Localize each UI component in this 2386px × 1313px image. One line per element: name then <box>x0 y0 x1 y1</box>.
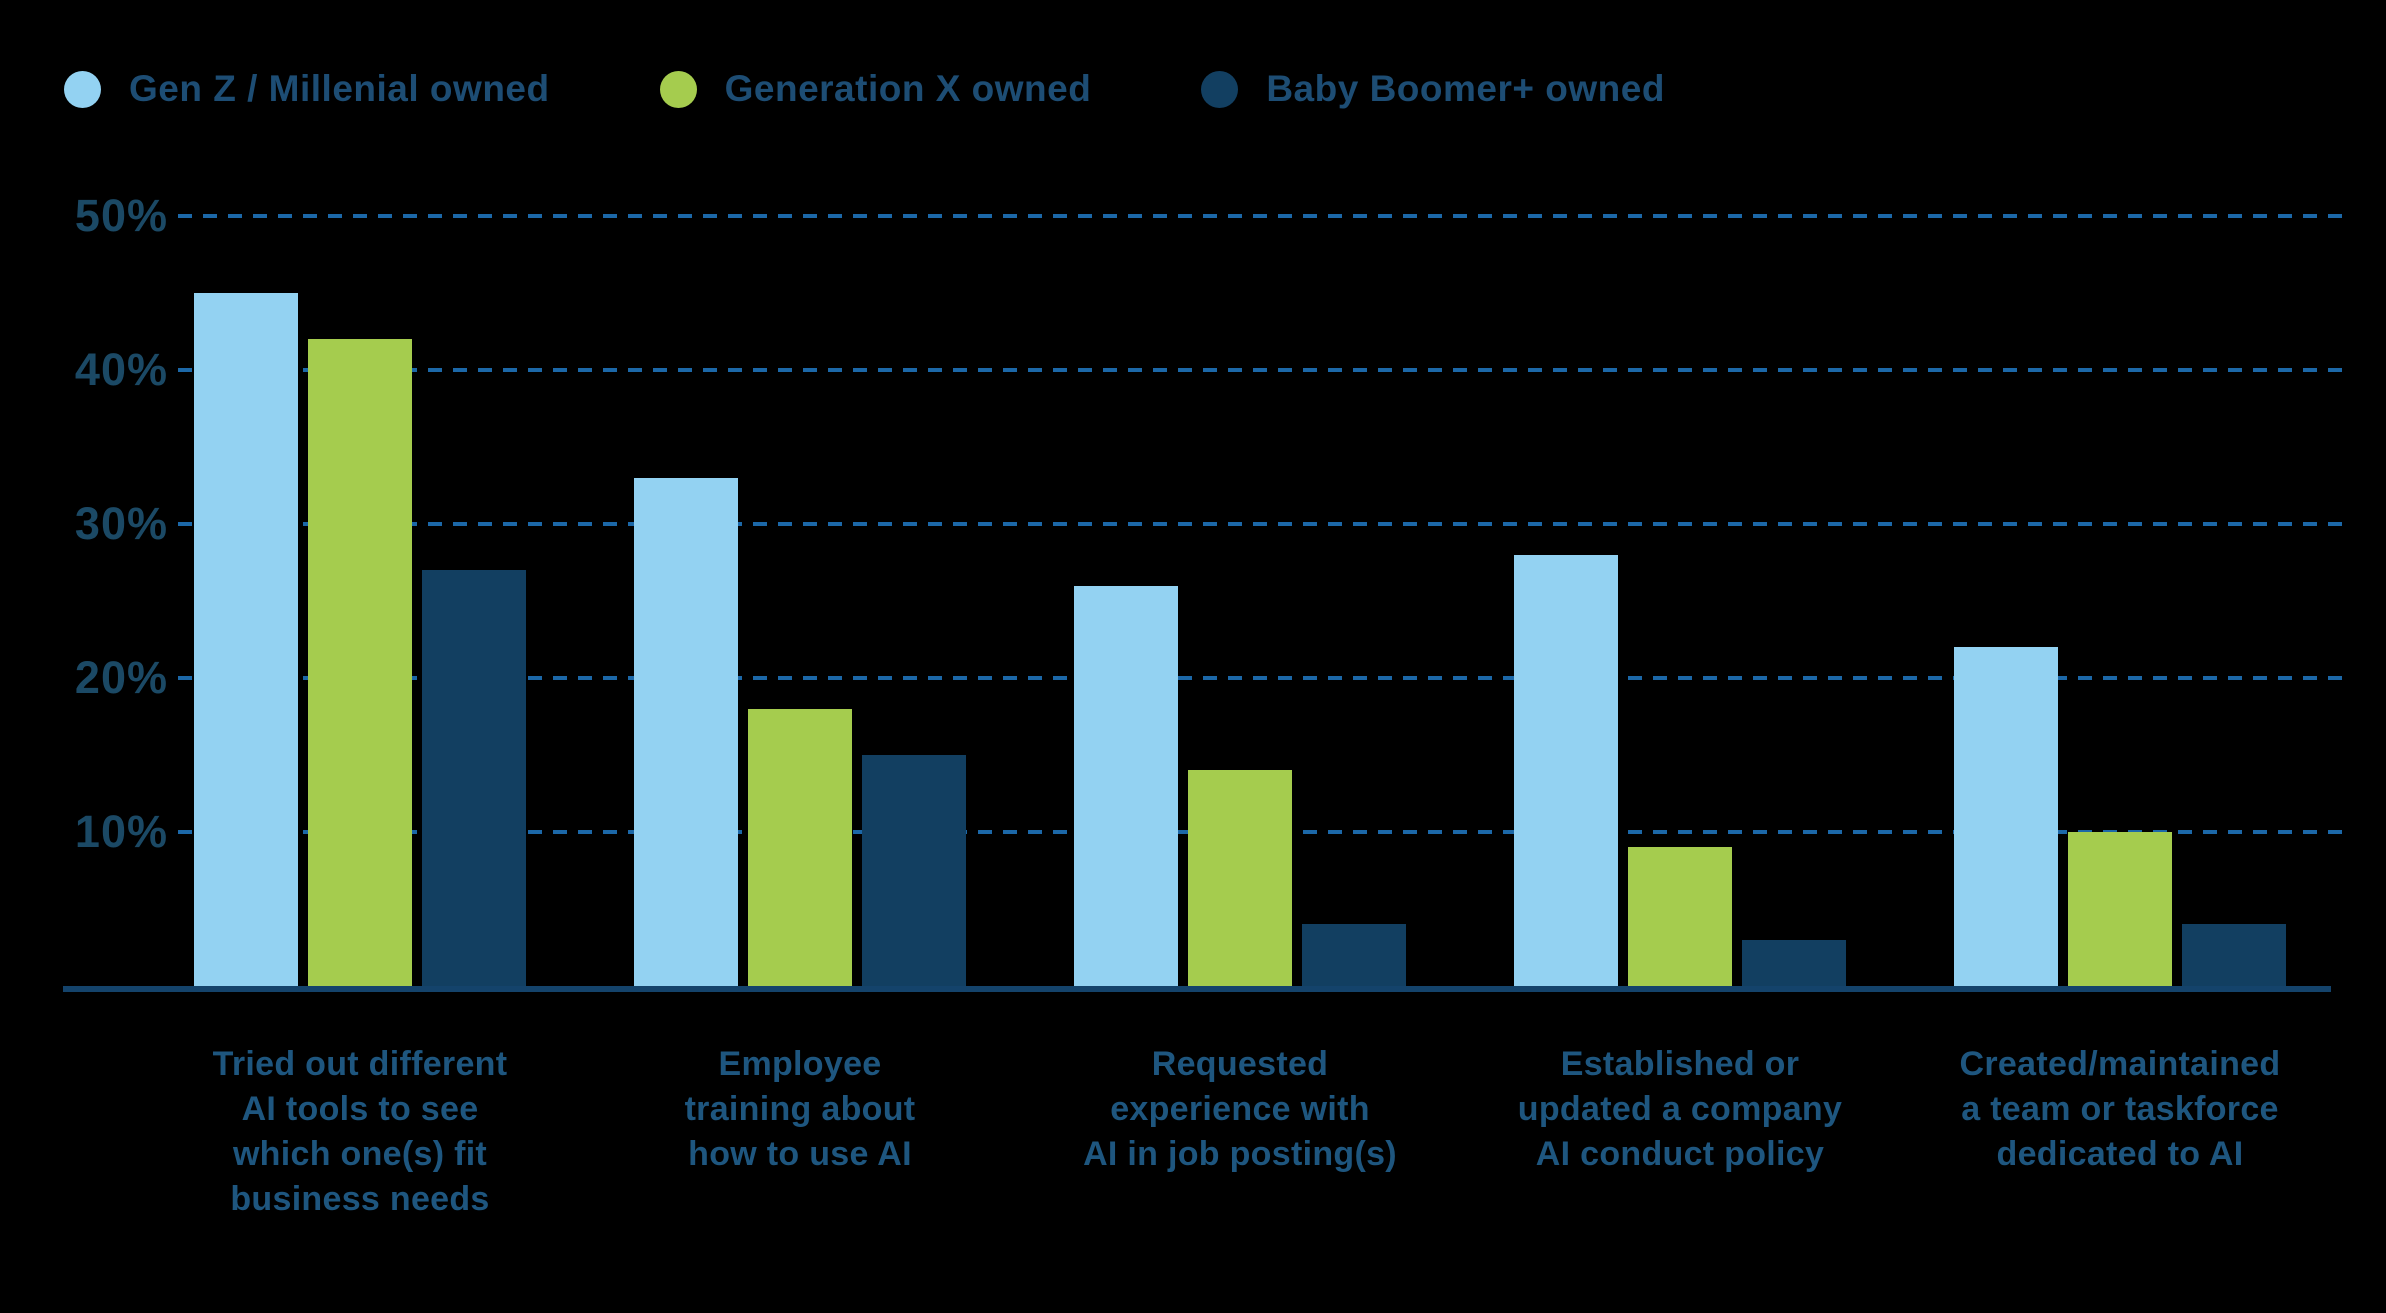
gridline <box>178 676 2344 680</box>
category-labels-row: Tried out different AI tools to see whic… <box>140 1042 2340 1222</box>
legend-item: Baby Boomer+ owned <box>1201 68 1665 110</box>
bar <box>2068 832 2172 986</box>
y-tick-label: 20% <box>74 652 168 703</box>
bar-group <box>1460 216 1900 986</box>
legend-label: Generation X owned <box>724 68 1092 109</box>
legend-dot-icon <box>1201 70 1239 108</box>
category-label: Requested experience with AI in job post… <box>1083 1045 1397 1173</box>
legend: Gen Z / Millenial owned Generation X owne… <box>64 68 1665 110</box>
category-label: Tried out different AI tools to see whic… <box>212 1045 508 1218</box>
category-label: Created/maintained a team or taskforce d… <box>1959 1045 2281 1173</box>
gridline <box>178 214 2344 218</box>
bar <box>308 339 412 986</box>
legend-item: Generation X owned <box>659 68 1092 110</box>
bar <box>634 477 738 986</box>
legend-label: Baby Boomer+ owned <box>1266 68 1665 109</box>
category-label: Employee training about how to use AI <box>684 1045 916 1173</box>
bar <box>1514 554 1618 986</box>
bar <box>862 755 966 986</box>
bar-group <box>580 216 1020 986</box>
category-label: Established or updated a company AI cond… <box>1517 1045 1843 1173</box>
y-tick-label: 50% <box>74 190 168 241</box>
x-axis-line <box>63 986 2331 992</box>
bar <box>1954 647 2058 986</box>
y-tick-label: 10% <box>74 806 168 857</box>
legend-dot-icon <box>659 70 697 108</box>
gridline <box>178 368 2344 372</box>
bar <box>1628 847 1732 986</box>
bar <box>2182 924 2286 986</box>
bar <box>1074 585 1178 986</box>
bar <box>1742 939 1846 986</box>
bar-group <box>140 216 580 986</box>
bar <box>422 570 526 986</box>
gridline <box>178 522 2344 526</box>
bar <box>194 293 298 986</box>
bar <box>748 708 852 986</box>
y-tick-label: 40% <box>74 344 168 395</box>
bar <box>1302 924 1406 986</box>
bar-group <box>1900 216 2340 986</box>
y-tick-label: 30% <box>74 498 168 549</box>
bars-layer <box>140 216 2340 986</box>
legend-item: Gen Z / Millenial owned <box>64 68 550 110</box>
bar-group <box>1020 216 1460 986</box>
legend-dot-icon <box>64 70 101 108</box>
bar <box>1188 770 1292 986</box>
legend-label: Gen Z / Millenial owned <box>129 68 550 109</box>
